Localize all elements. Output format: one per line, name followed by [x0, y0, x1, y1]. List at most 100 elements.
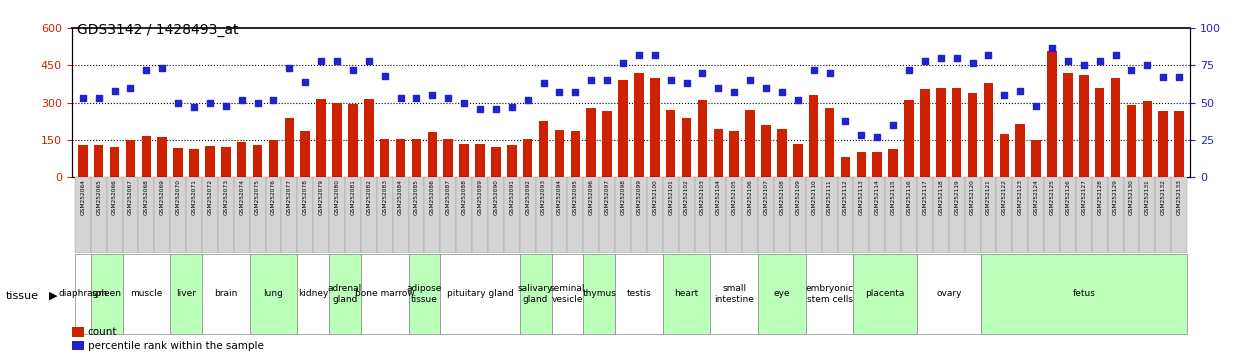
Text: GSM252093: GSM252093 — [541, 179, 546, 215]
Point — [819, 70, 839, 76]
Bar — [1142, 102, 1152, 177]
Bar — [1124, 177, 1140, 253]
Point — [995, 92, 1015, 98]
Bar — [110, 147, 120, 177]
Point — [375, 73, 394, 79]
Bar — [1000, 134, 1009, 177]
Bar — [365, 99, 373, 177]
Text: GSM252122: GSM252122 — [1002, 179, 1007, 215]
Bar — [349, 104, 357, 177]
Bar — [1063, 73, 1073, 177]
Text: GSM252086: GSM252086 — [430, 179, 435, 215]
Bar — [409, 254, 440, 334]
Point — [661, 78, 681, 83]
Point — [1121, 67, 1141, 73]
Bar — [201, 177, 218, 253]
Bar — [535, 177, 551, 253]
Point — [295, 79, 315, 85]
Text: GSM252112: GSM252112 — [843, 179, 848, 215]
Bar — [1127, 105, 1136, 177]
Text: diaphragm: diaphragm — [58, 289, 108, 298]
Text: GSM252121: GSM252121 — [986, 179, 991, 215]
Point — [1137, 63, 1157, 68]
Bar — [616, 254, 662, 334]
Point — [676, 80, 696, 86]
Text: GSM252090: GSM252090 — [493, 179, 498, 215]
Bar — [587, 108, 596, 177]
Bar — [949, 177, 964, 253]
Text: GSM252130: GSM252130 — [1128, 179, 1133, 215]
Text: GSM252073: GSM252073 — [224, 179, 229, 215]
Bar — [758, 177, 774, 253]
Text: GSM252101: GSM252101 — [669, 179, 674, 215]
Bar — [171, 254, 201, 334]
Point — [597, 78, 617, 83]
Bar — [173, 148, 183, 177]
Bar — [905, 100, 913, 177]
Point — [1074, 63, 1094, 68]
Point — [963, 60, 983, 65]
Text: GSM252067: GSM252067 — [129, 179, 133, 215]
Bar — [237, 142, 246, 177]
Text: GSM252131: GSM252131 — [1145, 179, 1149, 215]
Text: GSM252071: GSM252071 — [192, 179, 197, 215]
Bar — [682, 118, 691, 177]
Bar — [567, 177, 583, 253]
Text: GSM252104: GSM252104 — [716, 179, 721, 215]
Bar — [332, 103, 342, 177]
Bar — [742, 177, 758, 253]
Bar — [933, 177, 949, 253]
Text: GSM252080: GSM252080 — [335, 179, 340, 215]
Bar — [154, 177, 171, 253]
Bar — [460, 144, 468, 177]
Bar — [599, 177, 616, 253]
Point — [1169, 75, 1189, 80]
Point — [868, 134, 887, 140]
Bar — [171, 177, 187, 253]
Bar — [329, 177, 345, 253]
Text: salivary
gland: salivary gland — [518, 284, 554, 303]
Bar — [520, 177, 535, 253]
Point — [613, 60, 633, 65]
Bar — [1140, 177, 1156, 253]
Text: GSM252087: GSM252087 — [446, 179, 451, 215]
Text: adrenal
gland: adrenal gland — [328, 284, 362, 303]
Text: GSM252126: GSM252126 — [1065, 179, 1070, 215]
Bar — [901, 177, 917, 253]
Text: GSM252085: GSM252085 — [414, 179, 419, 215]
Bar — [268, 140, 278, 177]
Bar — [618, 80, 628, 177]
Bar — [679, 177, 695, 253]
Bar — [393, 177, 409, 253]
Bar — [507, 145, 517, 177]
Point — [152, 65, 172, 71]
Text: GSM252128: GSM252128 — [1098, 179, 1103, 215]
Point — [1010, 88, 1030, 93]
Text: GSM252124: GSM252124 — [1033, 179, 1038, 215]
Bar — [187, 177, 201, 253]
Point — [852, 132, 871, 138]
Text: testis: testis — [627, 289, 651, 298]
Text: GSM252113: GSM252113 — [859, 179, 864, 215]
Bar — [1107, 177, 1124, 253]
Bar — [488, 177, 504, 253]
Bar — [424, 177, 440, 253]
Bar — [1031, 140, 1041, 177]
Text: GSM252117: GSM252117 — [922, 179, 927, 215]
Bar — [250, 177, 266, 253]
Bar — [980, 254, 1187, 334]
Text: GSM252075: GSM252075 — [255, 179, 260, 215]
Bar — [1044, 177, 1060, 253]
Text: GSM252077: GSM252077 — [287, 179, 292, 215]
Bar — [313, 177, 329, 253]
Bar — [873, 152, 883, 177]
Text: GSM252098: GSM252098 — [620, 179, 625, 215]
Bar — [555, 130, 565, 177]
Bar — [361, 177, 377, 253]
Point — [1153, 75, 1173, 80]
Bar — [218, 177, 234, 253]
Bar — [853, 254, 917, 334]
Bar — [379, 139, 389, 177]
Bar — [205, 146, 215, 177]
Bar — [602, 112, 612, 177]
